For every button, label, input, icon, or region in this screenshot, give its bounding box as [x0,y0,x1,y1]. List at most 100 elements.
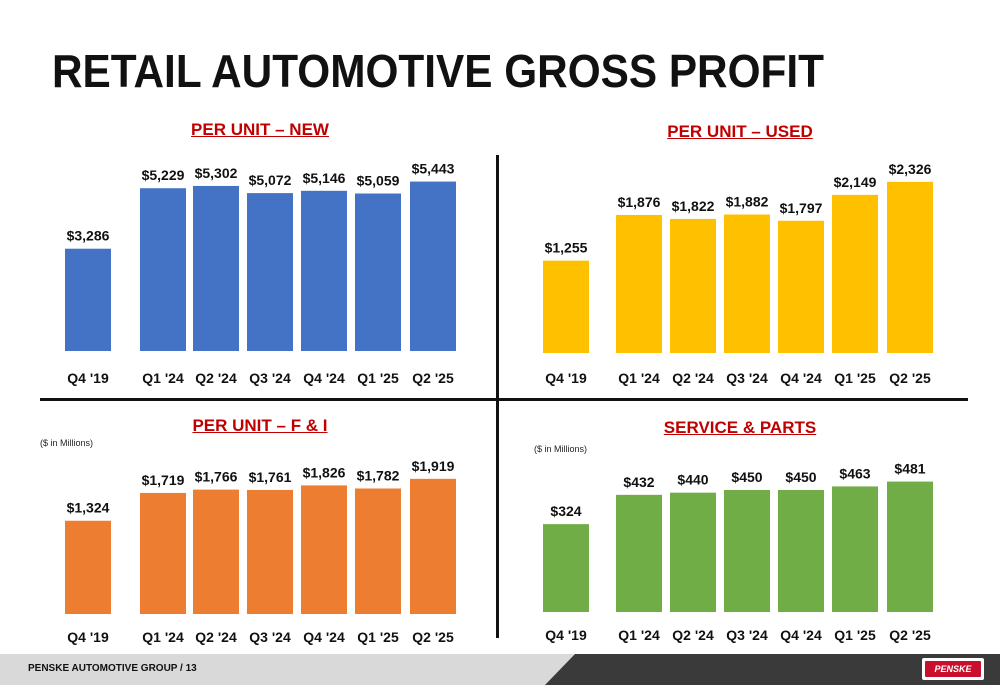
category-label: Q1 '24 [618,627,660,643]
chart-panel-fi: PER UNIT – F & I ($ in Millions) $1,324 Q… [30,412,490,652]
bar-3 [724,214,770,353]
data-label: $324 [550,503,581,519]
category-label: Q4 '24 [780,370,822,386]
bar-chart-used: $1,255 Q4 '19 $1,876 Q1 '24 $1,822 Q2 '24 $1,8… [543,161,933,386]
bar-6 [410,478,456,614]
category-label: Q4 '19 [67,629,109,645]
category-label: Q2 '24 [195,370,237,386]
bar-6 [887,181,933,353]
bar-0 [65,248,111,351]
footer-text: PENSKE AUTOMOTIVE GROUP / 13 [28,663,197,674]
bar-2 [193,489,239,614]
data-label: $1,766 [195,469,238,485]
bar-4 [778,489,824,612]
data-label: $3,286 [67,228,110,244]
chart-panel-service: SERVICE & PARTS ($ in Millions) $324 Q4 '… [510,412,970,652]
chart-panel-used: PER UNIT – USED $1,255 Q4 '19 $1,876 Q1 '24… [510,118,970,393]
data-label: $432 [623,474,654,490]
bar-1 [140,492,186,614]
data-label: $2,149 [834,174,877,190]
category-label: Q4 '24 [780,627,822,643]
penske-logo: PENSKE [922,658,984,680]
page-title: RETAIL AUTOMOTIVE GROSS PROFIT [52,45,824,97]
data-label: $1,719 [142,472,185,488]
data-label: $5,229 [142,167,185,183]
data-label: $5,072 [249,172,292,188]
bar-6 [410,181,456,351]
chart-title: PER UNIT – USED [667,122,813,141]
category-label: Q4 '19 [545,627,587,643]
data-label: $1,324 [67,500,110,516]
category-label: Q4 '24 [303,629,345,645]
bar-3 [724,489,770,612]
data-label: $440 [677,472,708,488]
bar-1 [616,494,662,612]
bar-5 [355,488,401,614]
bar-4 [301,485,347,614]
category-label: Q1 '24 [142,629,184,645]
data-label: $463 [839,465,870,481]
category-label: Q4 '19 [67,370,109,386]
bar-chart-fi: $1,324 Q4 '19 $1,719 Q1 '24 $1,766 Q2 '24 $1,7… [65,458,456,645]
category-label: Q1 '25 [834,370,876,386]
category-label: Q2 '24 [672,627,714,643]
data-label: $5,302 [195,165,238,181]
data-label: $5,443 [412,161,455,177]
bar-5 [832,194,878,353]
data-label: $1,255 [545,240,588,256]
category-label: Q3 '24 [726,370,768,386]
data-label: $1,919 [412,458,455,474]
data-label: $1,761 [249,469,292,485]
data-label: $2,326 [889,161,932,177]
data-label: $450 [731,469,762,485]
category-label: Q1 '25 [834,627,876,643]
category-label: Q3 '24 [726,627,768,643]
data-label: $1,782 [357,467,400,483]
bar-0 [543,524,589,612]
vertical-divider [496,155,499,638]
bar-chart-new: $3,286 Q4 '19 $5,229 Q1 '24 $5,302 Q2 '24 $5,0… [65,161,456,386]
bar-0 [543,260,589,353]
chart-title: PER UNIT – NEW [191,120,329,139]
category-label: Q2 '25 [889,627,931,643]
category-label: Q4 '19 [545,370,587,386]
bar-3 [247,193,293,351]
data-label: $5,059 [357,173,400,189]
data-label: $450 [785,469,816,485]
bar-2 [193,185,239,351]
category-label: Q2 '25 [412,370,454,386]
bar-5 [832,486,878,612]
bar-3 [247,489,293,614]
category-label: Q3 '24 [249,370,291,386]
chart-panel-new: PER UNIT – NEW $3,286 Q4 '19 $5,229 Q1 '24 $… [30,118,490,393]
data-label: $1,797 [780,200,823,216]
category-label: Q1 '25 [357,629,399,645]
chart-title: SERVICE & PARTS [663,418,817,437]
bar-chart-service: $324 Q4 '19 $432 Q1 '24 $440 Q2 '24 $450 Q3 '24… [543,461,933,643]
horizontal-divider [40,398,968,401]
bar-4 [301,190,347,351]
category-label: Q2 '25 [412,629,454,645]
category-label: Q2 '25 [889,370,931,386]
category-label: Q3 '24 [249,629,291,645]
data-label: $481 [894,461,925,477]
data-label: $1,882 [726,194,769,210]
bar-6 [887,481,933,612]
bar-2 [670,218,716,353]
category-label: Q2 '24 [672,370,714,386]
category-label: Q2 '24 [195,629,237,645]
category-label: Q4 '24 [303,370,345,386]
chart-title: PER UNIT – F & I [192,416,328,435]
bar-5 [355,193,401,351]
bar-0 [65,520,111,614]
bar-2 [670,492,716,612]
data-label: $1,876 [618,194,661,210]
data-label: $5,146 [303,170,346,186]
category-label: Q1 '24 [142,370,184,386]
penske-logo-text: PENSKE [925,661,981,677]
bar-1 [616,214,662,353]
unit-note: ($ in Millions) [40,438,94,448]
category-label: Q1 '24 [618,370,660,386]
data-label: $1,826 [303,464,346,480]
bar-4 [778,220,824,353]
